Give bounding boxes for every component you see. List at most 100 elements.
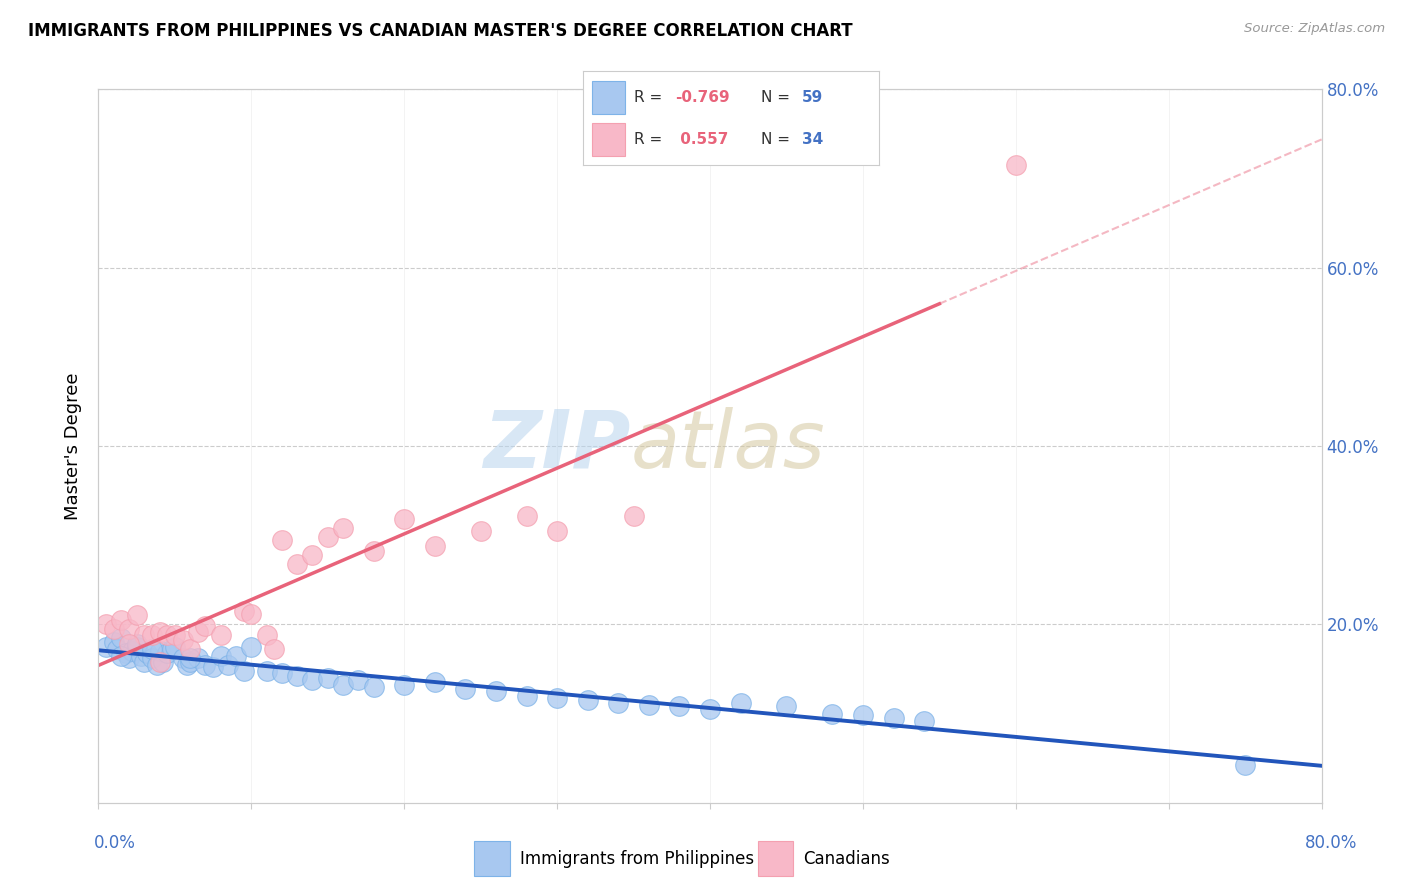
Point [105,642,128,657]
Point [141,651,163,665]
Point [202,660,225,674]
Point [301,673,323,687]
Bar [592,81,624,113]
Point [194,657,217,672]
Point [156,628,179,642]
Text: Immigrants from Philippines: Immigrants from Philippines [520,849,754,868]
Point [125,608,148,623]
Bar [474,841,509,876]
Text: Canadians: Canadians [803,849,890,868]
Point [423,675,446,690]
Point [516,689,538,703]
Point [121,644,143,658]
Text: IMMIGRANTS FROM PHILIPPINES VS CANADIAN MASTER'S DEGREE CORRELATION CHART: IMMIGRANTS FROM PHILIPPINES VS CANADIAN … [28,22,853,40]
Text: R =: R = [634,132,672,147]
Point [179,655,201,669]
Point [94,617,117,632]
Point [217,657,239,672]
Point [699,702,721,716]
Point [332,678,354,692]
Point [883,711,905,725]
Point [363,680,385,694]
Point [179,642,201,657]
Point [775,699,797,714]
Text: N =: N = [761,132,794,147]
Point [179,651,201,665]
Point [225,648,247,663]
Point [163,640,186,654]
Point [149,655,172,669]
Point [285,557,308,571]
Point [912,714,935,728]
Point [240,640,263,654]
Point [115,646,138,660]
Point [485,684,508,698]
Point [285,669,308,683]
Point [256,664,278,678]
Point [607,696,630,710]
Point [316,671,339,685]
Point [270,533,292,547]
Point [209,648,232,663]
Point [118,651,141,665]
Point [209,628,232,642]
Point [94,640,117,654]
Text: 34: 34 [801,132,824,147]
Point [454,681,477,696]
Y-axis label: Master's Degree: Master's Degree [65,372,83,520]
Point [152,655,174,669]
Point [270,666,292,681]
Point [546,690,568,705]
Point [363,544,385,558]
Point [176,657,198,672]
Point [118,622,141,636]
Point [730,696,752,710]
Point [160,642,183,657]
Point [134,628,156,642]
Point [163,628,186,642]
Point [263,642,285,657]
Point [156,646,179,660]
Point [301,548,323,562]
Point [110,648,132,663]
Point [347,673,370,687]
Text: Source: ZipAtlas.com: Source: ZipAtlas.com [1244,22,1385,36]
Point [110,631,132,645]
Point [129,648,152,663]
Bar [592,123,624,156]
Text: 59: 59 [801,89,824,104]
Point [125,637,148,651]
Point [141,628,163,642]
Text: N =: N = [761,89,794,104]
Point [172,651,194,665]
Point [172,633,194,648]
Point [256,628,278,642]
Point [623,508,645,523]
Point [118,637,141,651]
Point [392,512,416,526]
Point [332,521,354,535]
Point [546,524,568,538]
Point [103,622,125,636]
Point [232,664,254,678]
Point [516,508,538,523]
Text: -0.769: -0.769 [675,89,730,104]
Bar [758,841,793,876]
Point [423,539,446,553]
Point [125,640,148,654]
Point [103,635,125,649]
Point [240,607,263,621]
Point [136,646,159,660]
Text: R =: R = [634,89,666,104]
Point [821,706,844,721]
Point [149,644,172,658]
Point [187,651,209,665]
Point [145,657,167,672]
Point [470,524,492,538]
Point [232,604,254,618]
Point [110,613,132,627]
Point [187,624,209,639]
Point [149,624,172,639]
Point [1004,158,1026,172]
Point [637,698,661,712]
